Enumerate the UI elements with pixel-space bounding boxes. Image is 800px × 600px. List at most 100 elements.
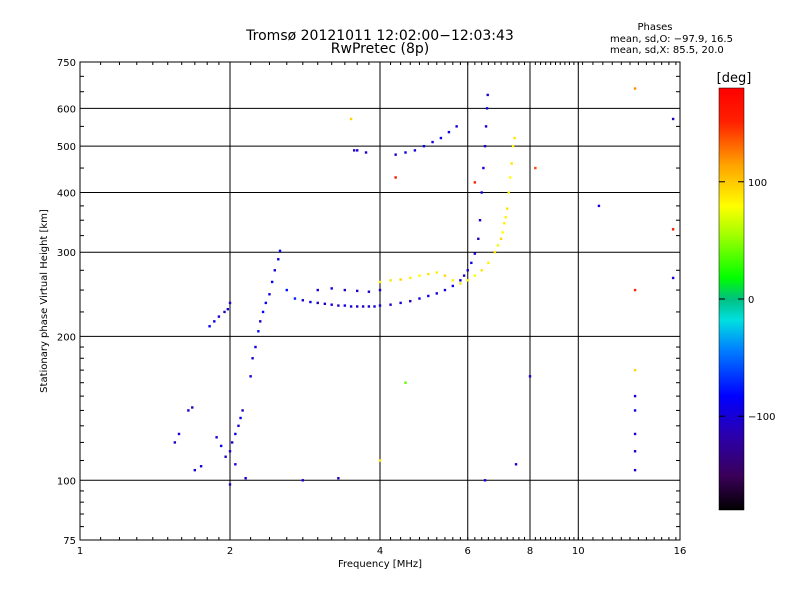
data-point	[230, 441, 234, 444]
data-point	[293, 297, 297, 300]
x-tick-label: 16	[674, 546, 687, 557]
data-point	[671, 117, 675, 121]
data-point	[244, 477, 247, 480]
x-tick-label: 2	[227, 546, 233, 557]
data-point	[511, 144, 515, 148]
data-point	[394, 153, 397, 156]
data-point	[193, 468, 197, 472]
data-point	[473, 274, 477, 277]
data-point	[373, 305, 376, 308]
data-point	[462, 274, 466, 277]
data-point	[343, 288, 347, 292]
data-point	[187, 409, 190, 412]
colorbar-tick-label: −100	[748, 412, 775, 423]
data-point	[367, 290, 371, 293]
data-point	[510, 162, 513, 165]
data-point	[633, 450, 637, 453]
data-point	[451, 284, 455, 288]
data-point	[404, 381, 407, 384]
data-point	[493, 251, 497, 254]
data-point	[316, 288, 319, 292]
phase-stats-title: Phases	[637, 22, 672, 33]
data-point	[343, 304, 347, 307]
data-point	[337, 304, 340, 307]
data-point	[316, 301, 319, 305]
data-point	[389, 303, 392, 306]
data-point	[501, 231, 504, 234]
y-axis-label: Stationary phase Virtual Height [km]	[39, 209, 50, 393]
y-tick-label: 500	[57, 142, 76, 153]
data-point	[671, 276, 675, 280]
data-point	[480, 191, 483, 194]
x-tick-label: 4	[377, 546, 383, 557]
data-point	[399, 278, 402, 281]
data-point	[508, 176, 512, 179]
data-point	[277, 258, 280, 261]
data-point	[418, 297, 421, 300]
data-point	[234, 463, 237, 466]
data-point	[507, 191, 510, 194]
colorbar-ticks: 100 0 −100	[719, 178, 775, 423]
data-point	[278, 249, 282, 253]
x-axis-label: Frequency [MHz]	[338, 559, 422, 570]
data-point	[352, 149, 356, 152]
colorbar-label: [deg]	[717, 71, 752, 86]
data-point	[478, 219, 482, 222]
data-point	[241, 409, 244, 412]
data-point	[309, 300, 312, 304]
data-point	[239, 416, 242, 420]
data-point	[451, 279, 455, 282]
data-point	[364, 151, 368, 154]
chart-title: Tromsø 20121011 12:02:00−12:03:43	[245, 28, 514, 44]
data-point	[349, 305, 353, 308]
data-point	[254, 345, 257, 349]
data-point	[199, 465, 203, 468]
data-point	[301, 479, 305, 482]
data-point	[177, 432, 181, 436]
chart-subtitle: RwPretec (8p)	[331, 41, 429, 57]
data-point	[378, 280, 382, 284]
data-point	[439, 136, 443, 140]
grid-lines	[80, 62, 680, 540]
data-point	[337, 477, 340, 480]
y-tick-label: 75	[63, 536, 76, 547]
data-point	[257, 330, 260, 333]
data-point	[228, 301, 232, 305]
data-point	[514, 463, 518, 466]
data-point	[378, 459, 382, 462]
phase-stats-o: mean, sd,O: −97.9, 16.5	[610, 34, 733, 45]
data-point	[355, 149, 359, 152]
data-point	[633, 87, 637, 90]
data-point	[496, 244, 500, 247]
data-point	[228, 450, 232, 453]
data-point	[466, 279, 469, 282]
data-point	[330, 287, 333, 290]
data-point	[671, 228, 675, 231]
data-point	[208, 325, 211, 328]
data-point	[435, 292, 438, 295]
data-point	[443, 274, 447, 277]
data-point	[330, 303, 333, 306]
data-point	[389, 279, 392, 282]
data-point	[404, 151, 407, 154]
data-point	[427, 294, 430, 298]
data-point	[597, 204, 601, 208]
data-point	[191, 406, 194, 409]
data-point	[499, 237, 503, 241]
data-point	[273, 269, 276, 272]
data-point	[215, 436, 218, 439]
y-tick-label: 600	[57, 104, 76, 115]
data-point	[228, 483, 232, 486]
data-point	[399, 301, 402, 305]
data-point	[473, 252, 477, 255]
data-points	[173, 87, 675, 486]
y-tick-label: 200	[57, 332, 76, 343]
data-point	[482, 166, 485, 170]
data-point	[470, 261, 473, 265]
data-point	[234, 432, 237, 436]
data-point	[505, 207, 509, 210]
data-point	[486, 93, 489, 97]
data-point	[459, 279, 462, 282]
data-point	[301, 299, 305, 302]
